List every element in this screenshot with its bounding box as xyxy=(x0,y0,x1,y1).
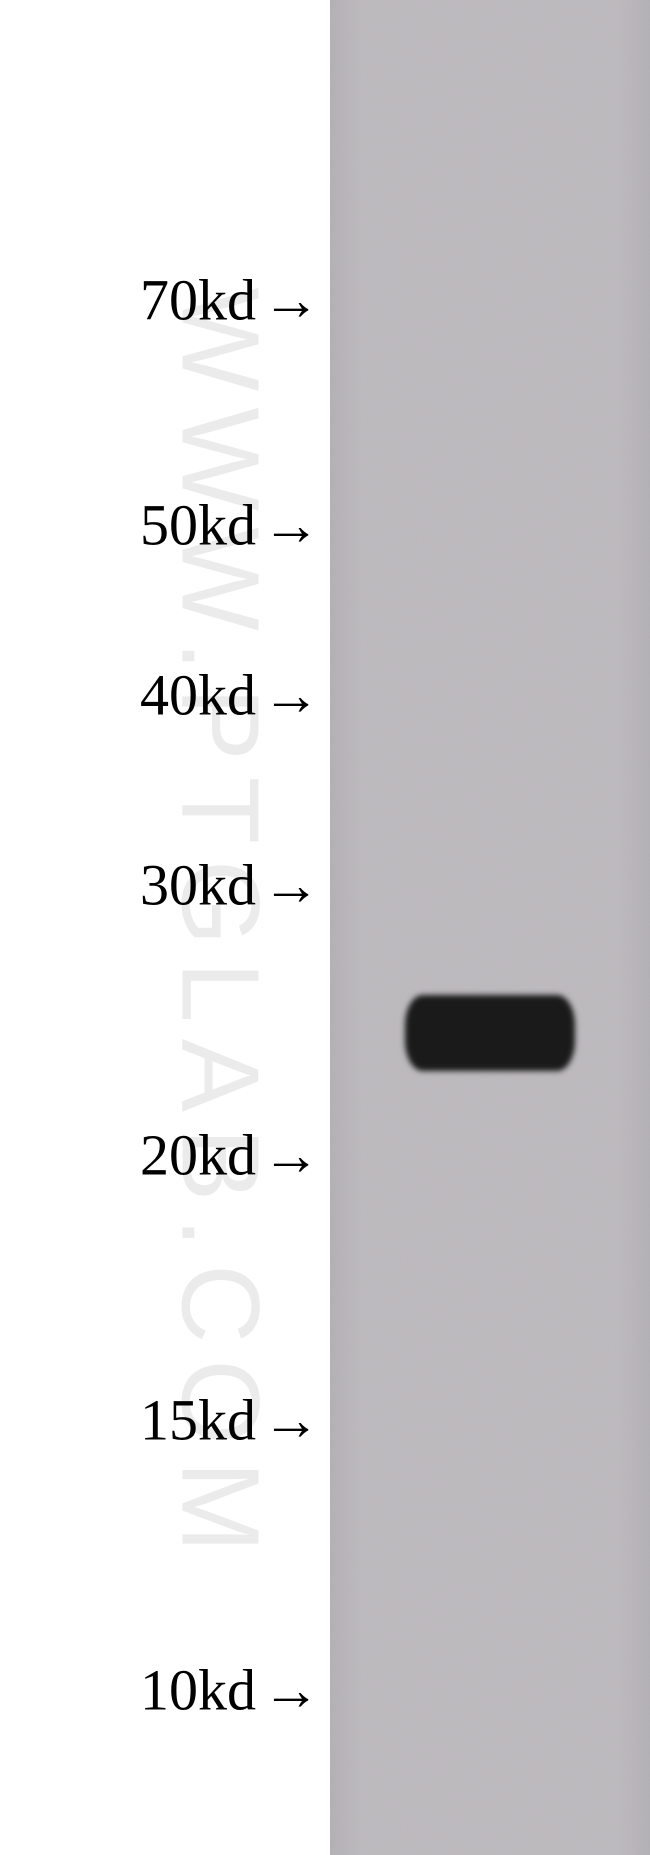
marker-50kd: 50kd→ xyxy=(140,492,320,559)
marker-label-text: 10kd xyxy=(140,1657,256,1724)
blot-lane xyxy=(330,0,650,1855)
arrow-icon: → xyxy=(262,267,320,334)
watermark-text: WWW.PTGLAB.COM xyxy=(157,287,284,1568)
marker-70kd: 70kd→ xyxy=(140,267,320,334)
marker-label-text: 30kd xyxy=(140,852,256,919)
protein-band xyxy=(405,995,575,1071)
arrow-icon: → xyxy=(262,662,320,729)
marker-15kd: 15kd→ xyxy=(140,1387,320,1454)
arrow-icon: → xyxy=(262,1657,320,1724)
arrow-icon: → xyxy=(262,852,320,919)
arrow-icon: → xyxy=(262,492,320,559)
marker-label-text: 40kd xyxy=(140,662,256,729)
marker-30kd: 30kd→ xyxy=(140,852,320,919)
marker-40kd: 40kd→ xyxy=(140,662,320,729)
marker-10kd: 10kd→ xyxy=(140,1657,320,1724)
marker-label-text: 15kd xyxy=(140,1387,256,1454)
arrow-icon: → xyxy=(262,1122,320,1189)
blot-lane-container xyxy=(330,0,650,1855)
marker-label-text: 70kd xyxy=(140,267,256,334)
arrow-icon: → xyxy=(262,1387,320,1454)
marker-20kd: 20kd→ xyxy=(140,1122,320,1189)
marker-label-text: 20kd xyxy=(140,1122,256,1189)
marker-label-text: 50kd xyxy=(140,492,256,559)
